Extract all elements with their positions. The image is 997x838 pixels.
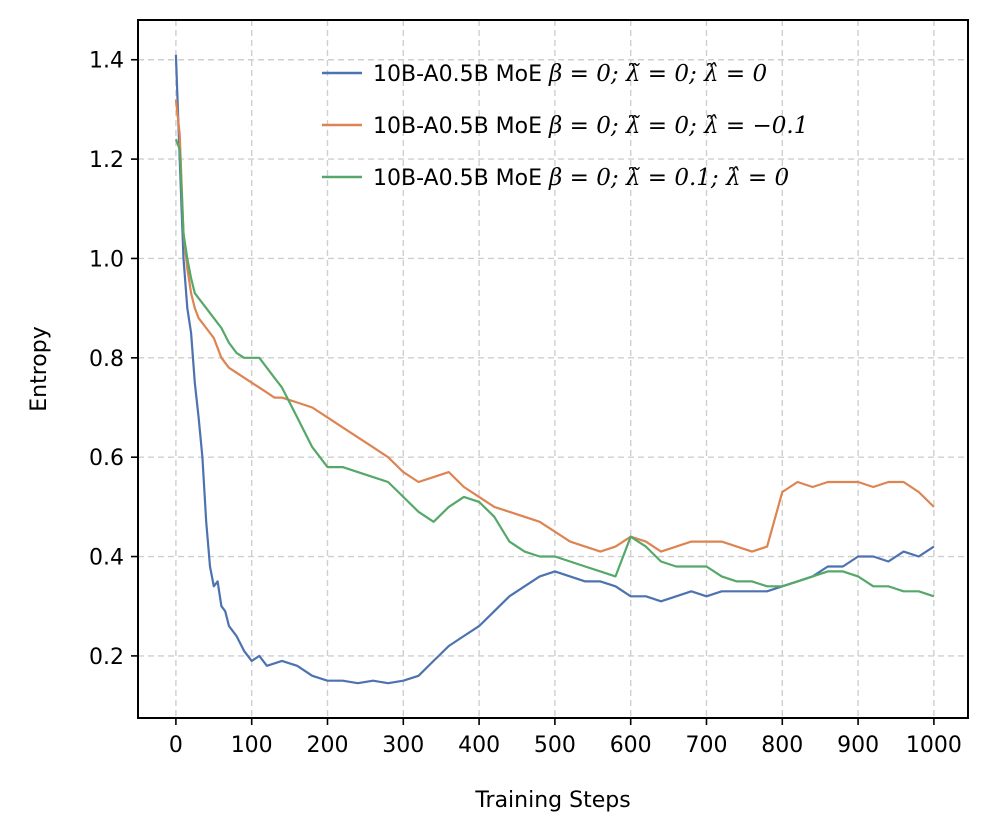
legend-math: β = 0; λ̃ = 0; λ̂ = −0.1 [548, 113, 808, 139]
series-line-3 [174, 138, 935, 598]
x-tick-label: 700 [685, 733, 727, 758]
legend-prefix: 10B-A0.5B MoE [373, 114, 549, 139]
x-tick-label: 100 [231, 733, 273, 758]
x-tick-label: 900 [837, 733, 879, 758]
legend: 10B-A0.5B MoE β = 0; λ̃ = 0; λ̂ = 010B-A… [322, 61, 808, 191]
y-axis: 0.2 0.4 0.6 0.8 1.0 1.2 1.4 [89, 49, 138, 670]
y-tick-label: 0.6 [89, 446, 124, 471]
series-line-1 [174, 54, 935, 685]
x-axis-title: Training Steps [474, 788, 630, 813]
x-tick-label: 600 [610, 733, 652, 758]
y-tick-label: 1.2 [89, 148, 124, 173]
y-axis-title: Entropy [27, 326, 52, 411]
x-tick-label: 0 [169, 733, 183, 758]
legend-label-3: 10B-A0.5B MoE β = 0; λ̃ = 0.1; λ̂ = 0 [373, 165, 789, 191]
x-tick-label: 1000 [906, 733, 962, 758]
series-layer [174, 54, 935, 685]
y-tick-label: 0.4 [89, 546, 124, 571]
x-tick-label: 500 [534, 733, 576, 758]
plot-frame [137, 19, 969, 719]
legend-math: β = 0; λ̃ = 0; λ̂ = 0 [548, 61, 767, 87]
x-tick-label: 800 [761, 733, 803, 758]
y-tick-label: 1.0 [89, 247, 124, 272]
legend-label-1: 10B-A0.5B MoE β = 0; λ̃ = 0; λ̂ = 0 [373, 61, 767, 87]
x-axis: 0 100 200 300 400 500 600 700 800 900 1000 [169, 718, 962, 758]
legend-label-2: 10B-A0.5B MoE β = 0; λ̃ = 0; λ̂ = −0.1 [373, 113, 808, 139]
x-tick-label: 400 [458, 733, 500, 758]
series-line-2 [174, 99, 935, 553]
legend-prefix: 10B-A0.5B MoE [373, 62, 549, 87]
y-tick-label: 0.2 [89, 645, 124, 670]
x-tick-label: 300 [382, 733, 424, 758]
grid [138, 20, 968, 718]
legend-prefix: 10B-A0.5B MoE [373, 166, 549, 191]
y-tick-label: 0.8 [89, 347, 124, 372]
x-tick-label: 200 [306, 733, 348, 758]
legend-math: β = 0; λ̃ = 0.1; λ̂ = 0 [548, 165, 789, 191]
y-tick-label: 1.4 [89, 49, 124, 74]
